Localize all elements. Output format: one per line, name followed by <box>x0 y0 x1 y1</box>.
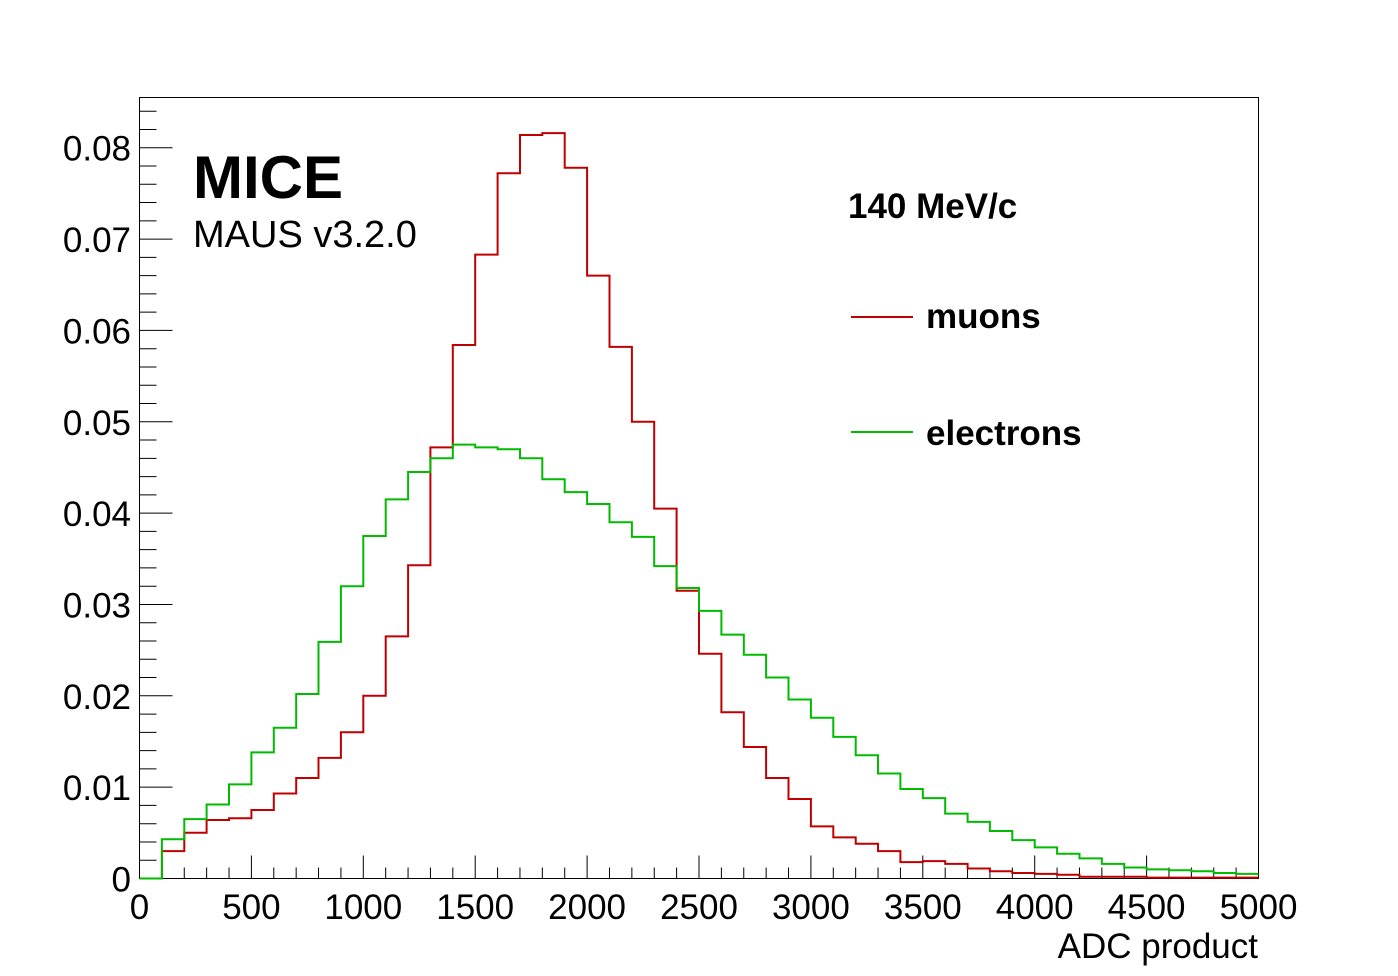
x-tick-label: 1000 <box>324 888 402 927</box>
y-tick-label: 0.02 <box>63 678 131 717</box>
y-tick-label: 0.01 <box>63 769 131 808</box>
x-tick-label: 1500 <box>436 888 514 927</box>
x-tick-label: 4000 <box>996 888 1074 927</box>
legend: muons electrons <box>851 297 1082 453</box>
y-tick-label: 0.06 <box>63 312 131 351</box>
x-tick-label: 3000 <box>772 888 850 927</box>
y-tick-label: 0.05 <box>63 404 131 443</box>
x-tick-label: 3500 <box>884 888 962 927</box>
x-tick-label: 0 <box>130 888 149 927</box>
x-tick-label: 5000 <box>1220 888 1298 927</box>
x-tick-label: 2000 <box>548 888 626 927</box>
x-axis-title: ADC product <box>1058 927 1259 966</box>
series-layer <box>139 132 1259 880</box>
axis-tick-labels: 0 500 1000 1500 2000 2500 3000 3500 4000 4500 5000… <box>63 130 1298 927</box>
legend-label-muons: muons <box>926 297 1041 336</box>
x-tick-label: 2500 <box>660 888 738 927</box>
legend-label-electrons: electrons <box>926 414 1082 453</box>
y-tick-label: 0.04 <box>63 495 131 534</box>
mice-title: MICE <box>193 144 343 211</box>
series-line-electrons <box>139 443 1259 880</box>
y-tick-label: 0.03 <box>63 586 131 625</box>
y-tick-label: 0 <box>112 861 131 900</box>
y-tick-label: 0.08 <box>63 130 131 169</box>
momentum-annotation: 140 MeV/c <box>848 187 1017 226</box>
x-tick-label: 4500 <box>1108 888 1186 927</box>
series-line-muons <box>139 132 1259 880</box>
maus-version: MAUS v3.2.0 <box>193 214 417 256</box>
x-tick-label: 500 <box>222 888 280 927</box>
y-tick-label: 0.07 <box>63 221 131 260</box>
